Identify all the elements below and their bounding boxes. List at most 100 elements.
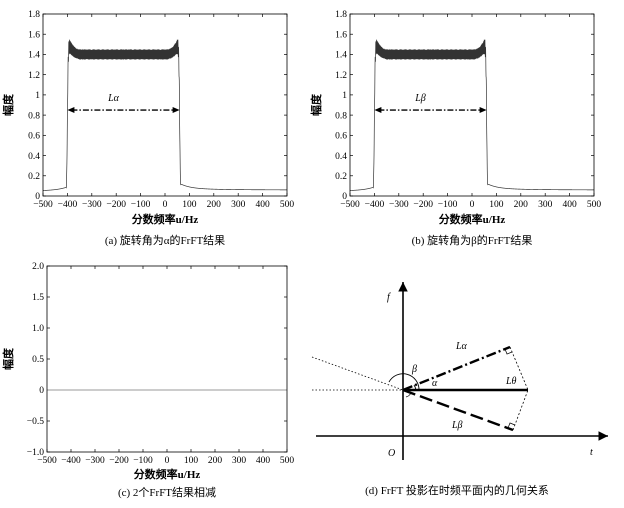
alpha-arc <box>413 384 417 391</box>
panel-b-xtick-label-7: 200 <box>514 200 529 210</box>
panel-c-xtick-label-10: 500 <box>280 456 295 466</box>
panel-b-xtick-label-0: −500 <box>340 200 360 210</box>
panel-c-xtick-label-0: −500 <box>37 456 57 466</box>
panel-b-caption: (b) 旋转角为β的FrFT结果 <box>412 233 533 247</box>
panel-a-ytick-label-0: 0 <box>35 192 40 202</box>
panel-a-span-arrow-left <box>67 107 75 114</box>
panel-b-xtick-label-6: 100 <box>489 200 504 210</box>
beta-arc <box>388 373 420 391</box>
panel-c-xtick-label-5: 0 <box>165 456 170 466</box>
panel-a-ytick-label-2: 0.4 <box>28 152 40 162</box>
panel-c-grid-ticks: −500 −400 −300 −200 −100 0 100 200 300 400 500 −1.0… <box>27 262 295 466</box>
panel-a-ytick-label-6: 1.2 <box>28 71 40 81</box>
panel-b-ytick-label-4: 0.8 <box>335 111 347 121</box>
panel-b-series-line <box>349 39 594 191</box>
panel-a-series-line <box>42 39 287 191</box>
panel-a-axes-frame <box>42 13 288 197</box>
alpha-angle-label: α <box>432 378 438 389</box>
panel-b-ytick-label-1: 0.2 <box>335 172 347 182</box>
panel-b-xtick-label-4: −100 <box>438 200 458 210</box>
panel-b-ytick-label-6: 1.2 <box>335 71 347 81</box>
panel-a-xtick-label-10: 500 <box>280 200 295 210</box>
panel-c-ytick-label-1: −0.5 <box>27 417 44 427</box>
panel-c-ytick-label-2: 0 <box>39 386 44 396</box>
panel-a-ytick-label-3: 0.6 <box>28 132 40 142</box>
panel-c-xtick-label-9: 400 <box>256 456 271 466</box>
L-beta-label: Lβ <box>451 420 463 431</box>
L-beta-vector <box>402 388 514 432</box>
panel-a-xtick-label-3: −200 <box>106 200 126 210</box>
panel-a-ytick-label-4: 0.8 <box>28 111 40 121</box>
f-axis-label: f <box>387 292 391 303</box>
panel-b-ytick-label-0: 0 <box>342 192 347 202</box>
panel-b-xtick-label-5: 0 <box>470 200 475 210</box>
panel-a-xlabel: 分数频率u/Hz <box>132 212 199 226</box>
panel-b-span-label: Lβ <box>414 93 426 104</box>
panel-b-span-annotation <box>374 107 487 114</box>
panel-a-span-annotation <box>67 107 180 114</box>
panel-b-ytick-label-8: 1.6 <box>335 30 347 40</box>
panel-c-ytick-label-5: 1.5 <box>32 293 44 303</box>
panel-a-ytick-label-9: 1.8 <box>28 10 40 20</box>
panel-c-xlabel: 分数频率u/Hz <box>134 467 201 481</box>
panel-a-xtick-label-0: −500 <box>33 200 53 210</box>
L-alpha-vector <box>402 345 511 392</box>
panel-a-xtick-label-9: 400 <box>255 200 270 210</box>
panel-c: −500 −400 −300 −200 −100 0 100 200 300 400 500 −1.0… <box>1 262 294 499</box>
panel-b-xtick-label-10: 500 <box>587 200 602 210</box>
panel-b-span-arrow-right <box>479 107 487 114</box>
panel-c-ytick-label-4: 1.0 <box>32 324 44 334</box>
panel-b-xtick-label-2: −300 <box>389 200 409 210</box>
panel-a-xtick-label-1: −400 <box>58 200 78 210</box>
L-alpha-label: Lα <box>455 341 468 352</box>
panel-b-xlabel: 分数频率u/Hz <box>439 212 506 226</box>
panel-c-xtick-label-1: −400 <box>61 456 81 466</box>
panel-b-ytick-label-7: 1.4 <box>335 51 347 61</box>
t-axis-label: t <box>590 447 593 458</box>
panel-a-caption: (a) 旋转角为α的FrFT结果 <box>105 233 225 247</box>
L-theta-label: Lθ <box>505 376 517 387</box>
panel-a-span-arrow-right <box>172 107 180 114</box>
small-arc-lower <box>405 392 412 398</box>
panel-c-xtick-label-4: −100 <box>133 456 153 466</box>
panel-b-ytick-label-9: 1.8 <box>335 10 347 20</box>
panel-a-xtick-label-8: 300 <box>231 200 246 210</box>
panel-c-ytick-label-0: −1.0 <box>27 448 44 458</box>
panel-a-xtick-label-5: 0 <box>163 200 168 210</box>
panel-a-ylabel: 幅度 <box>1 93 15 116</box>
beta-angle-label: β <box>411 364 417 375</box>
panel-c-xtick-label-3: −200 <box>109 456 129 466</box>
panel-b-ylabel: 幅度 <box>309 93 323 116</box>
origin-label: O <box>388 448 395 459</box>
panel-b-ytick-label-2: 0.4 <box>335 152 347 162</box>
panel-a-xtick-label-6: 100 <box>182 200 197 210</box>
panel-c-ytick-label-6: 2.0 <box>32 262 44 272</box>
panel-a-ytick-label-8: 1.6 <box>28 30 40 40</box>
right-angle-beta <box>507 422 516 429</box>
panel-c-xtick-label-2: −300 <box>85 456 105 466</box>
panel-b-span-arrow-left <box>374 107 382 114</box>
panel-b-xtick-label-9: 400 <box>562 200 577 210</box>
panel-b-xtick-label-1: −400 <box>365 200 385 210</box>
panel-c-xtick-label-8: 300 <box>232 456 247 466</box>
panel-a: −500 −400 −300 −200 −100 0 100 200 300 400 500 0 0.2… <box>1 10 294 247</box>
projection-beta <box>512 389 529 431</box>
panel-b-grid-ticks: −500 −400 −300 −200 −100 0 100 200 300 400 500 0 0.2… <box>335 10 601 210</box>
panel-a-xtick-label-4: −100 <box>131 200 151 210</box>
dotted-guide-upper <box>311 356 404 391</box>
panel-c-ylabel: 幅度 <box>1 347 15 370</box>
panel-c-xtick-label-6: 100 <box>184 456 199 466</box>
panel-a-ytick-label-7: 1.4 <box>28 51 40 61</box>
panel-c-caption: (c) 2个FrFT结果相减 <box>118 486 216 499</box>
panel-a-grid-ticks: −500 −400 −300 −200 −100 0 100 200 300 400 500 0 0.2… <box>28 10 294 210</box>
panel-d-caption: (d) FrFT 投影在时频平面内的几何关系 <box>365 483 549 497</box>
panel-c-axes-frame <box>46 265 288 453</box>
panel-a-xtick-label-2: −300 <box>82 200 102 210</box>
panel-b-xtick-label-8: 300 <box>538 200 553 210</box>
panel-b: −500 −400 −300 −200 −100 0 100 200 300 400 500 0 0.2… <box>309 10 601 247</box>
panel-b-axes-frame <box>349 13 595 197</box>
panel-c-xtick-label-7: 200 <box>208 456 223 466</box>
panel-d-geometry: f t O β α Lα Lθ Lβ (d) FrFT 投影在时频平面内的几何关… <box>311 282 608 497</box>
panel-a-ytick-label-1: 0.2 <box>28 172 40 182</box>
